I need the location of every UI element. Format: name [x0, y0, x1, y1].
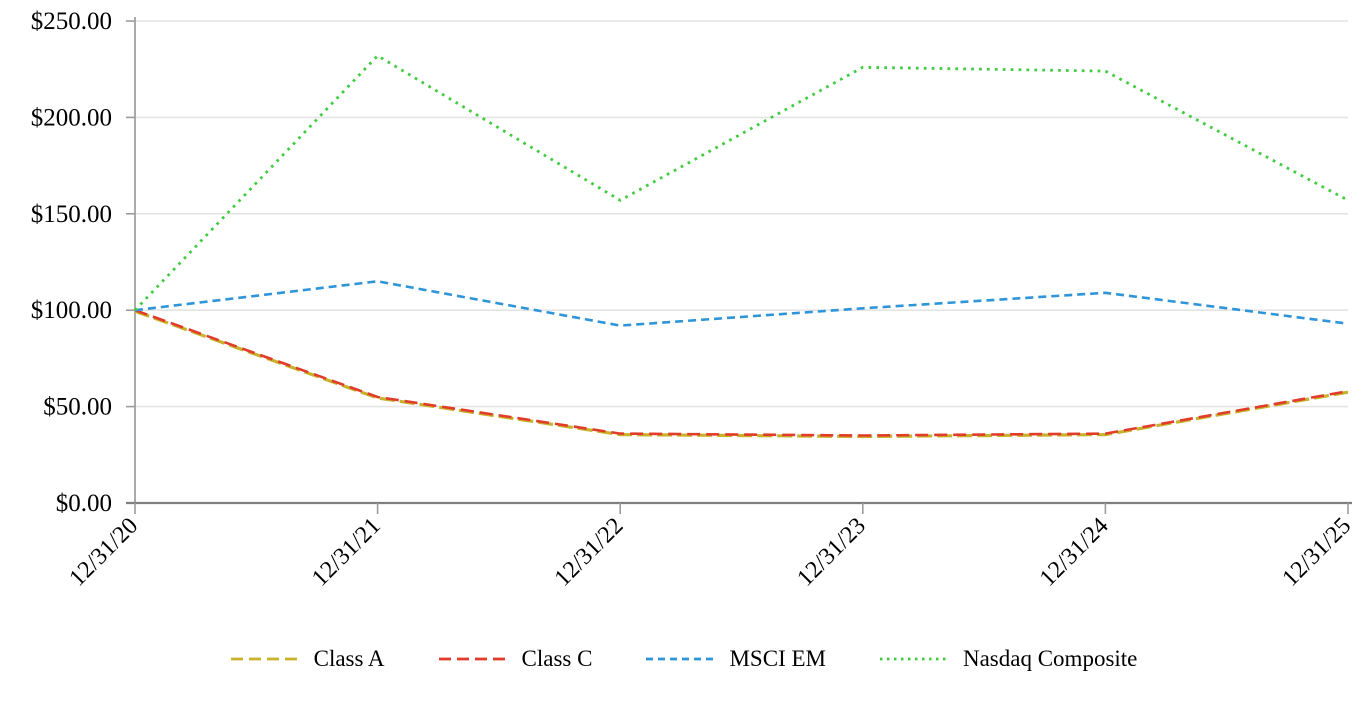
- y-axis-label: $250.00: [31, 8, 112, 35]
- x-axis-label: 12/31/25: [1278, 513, 1357, 592]
- x-axis-label: 12/31/23: [792, 513, 871, 592]
- legend-swatch-line-nasdaq-composite: [879, 657, 950, 661]
- y-axis-label: $50.00: [43, 394, 112, 421]
- legend-item-class-c: Class C: [438, 646, 593, 672]
- x-axis-label: 12/31/24: [1035, 513, 1114, 592]
- legend-item-class-a: Class A: [230, 646, 385, 672]
- series-line-class-c: [134, 308, 1349, 437]
- legend-label-class-a: Class A: [313, 646, 385, 671]
- y-axis-label: $200.00: [31, 104, 112, 131]
- plot-area: $0.00 $50.00 $100.00 $150.00 $200.00 $250.00 1…: [31, 8, 1357, 592]
- legend-label-nasdaq-composite: Nasdaq Composite: [962, 646, 1138, 671]
- legend-label-msci-em: MSCI EM: [729, 646, 826, 671]
- series-line-msci-em: [134, 279, 1349, 327]
- legend-swatch-line-msci-em: [646, 657, 717, 661]
- legend-swatch-line-class-a: [230, 657, 301, 661]
- x-axis-label: 12/31/21: [307, 513, 386, 592]
- y-axis-label: $0.00: [56, 490, 112, 517]
- series-line-class-a: [134, 309, 1349, 439]
- chart-legend: Class A Class C MSCI EM Nasdaq Composite: [0, 634, 1368, 684]
- legend-swatch-line-class-c: [438, 657, 509, 661]
- y-axis-label: $100.00: [31, 297, 112, 324]
- x-axis-label: 12/31/20: [65, 513, 144, 592]
- legend-item-nasdaq-composite: Nasdaq Composite: [879, 646, 1138, 672]
- legend-item-msci-em: MSCI EM: [646, 646, 826, 672]
- legend-label-class-c: Class C: [521, 646, 593, 671]
- x-axis-label: 12/31/22: [550, 513, 629, 592]
- y-axis-label: $150.00: [31, 201, 112, 228]
- series-line-nasdaq-composite: [133, 53, 1349, 312]
